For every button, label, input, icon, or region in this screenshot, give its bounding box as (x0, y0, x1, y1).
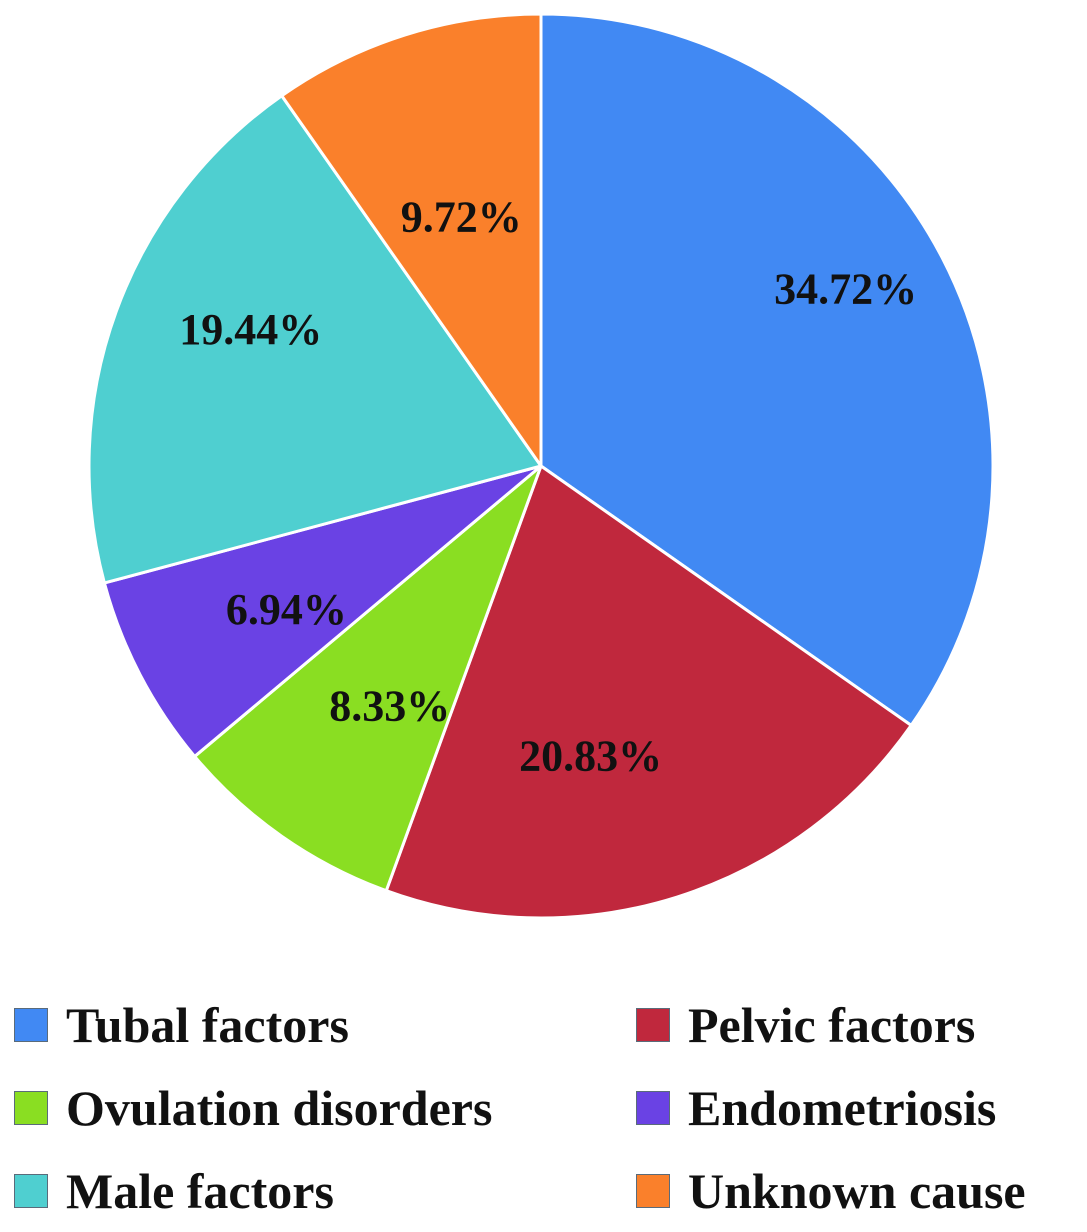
legend-swatch-pelvic-factors (636, 1008, 670, 1042)
legend-swatch-ovulation-disorders (14, 1091, 48, 1125)
legend-item-ovulation-disorders: Ovulation disorders (14, 1078, 492, 1138)
slice-label-pelvic-factors: 20.83% (519, 732, 662, 781)
pie-slice-pelvic-factors (384, 464, 913, 920)
legend-swatch-endometriosis (636, 1091, 670, 1125)
legend-item-pelvic-factors: Pelvic factors (636, 995, 975, 1055)
pie-slice-ovulation-disorders (193, 464, 543, 893)
slice-label-endometriosis: 6.94% (226, 585, 347, 634)
pie-slice-tubal-factors (539, 12, 995, 727)
legend-swatch-unknown-cause (636, 1174, 670, 1208)
legend-label-ovulation-disorders: Ovulation disorders (66, 1080, 493, 1136)
slice-label-male-factors: 19.44% (179, 305, 322, 354)
legend-label-male-factors: Male factors (66, 1163, 334, 1219)
pie-slice-unknown-cause (280, 12, 543, 468)
legend-label-tubal-factors: Tubal factors (66, 997, 349, 1053)
legend-swatch-tubal-factors (14, 1008, 48, 1042)
legend-swatch-male-factors (14, 1174, 48, 1208)
slice-label-ovulation-disorders: 8.33% (329, 681, 450, 730)
legend-item-male-factors: Male factors (14, 1161, 334, 1221)
legend-item-tubal-factors: Tubal factors (14, 995, 349, 1055)
legend-label-unknown-cause: Unknown cause (688, 1163, 1026, 1219)
legend-label-pelvic-factors: Pelvic factors (688, 997, 976, 1053)
pie-slice-male-factors (87, 94, 543, 585)
legend-item-endometriosis: Endometriosis (636, 1078, 996, 1138)
legend-label-endometriosis: Endometriosis (688, 1080, 997, 1136)
pie-slice-endometriosis (102, 464, 543, 758)
pie-plot-area: 34.72% 20.83% 8.33% 6.94% 19.44% 9.72% (87, 12, 995, 920)
legend: Tubal factors Pelvic factors Ovulation d… (0, 995, 1087, 1232)
slice-label-tubal-factors: 34.72% (774, 264, 917, 313)
legend-item-unknown-cause: Unknown cause (636, 1161, 1026, 1221)
slice-label-unknown-cause: 9.72% (401, 193, 522, 242)
